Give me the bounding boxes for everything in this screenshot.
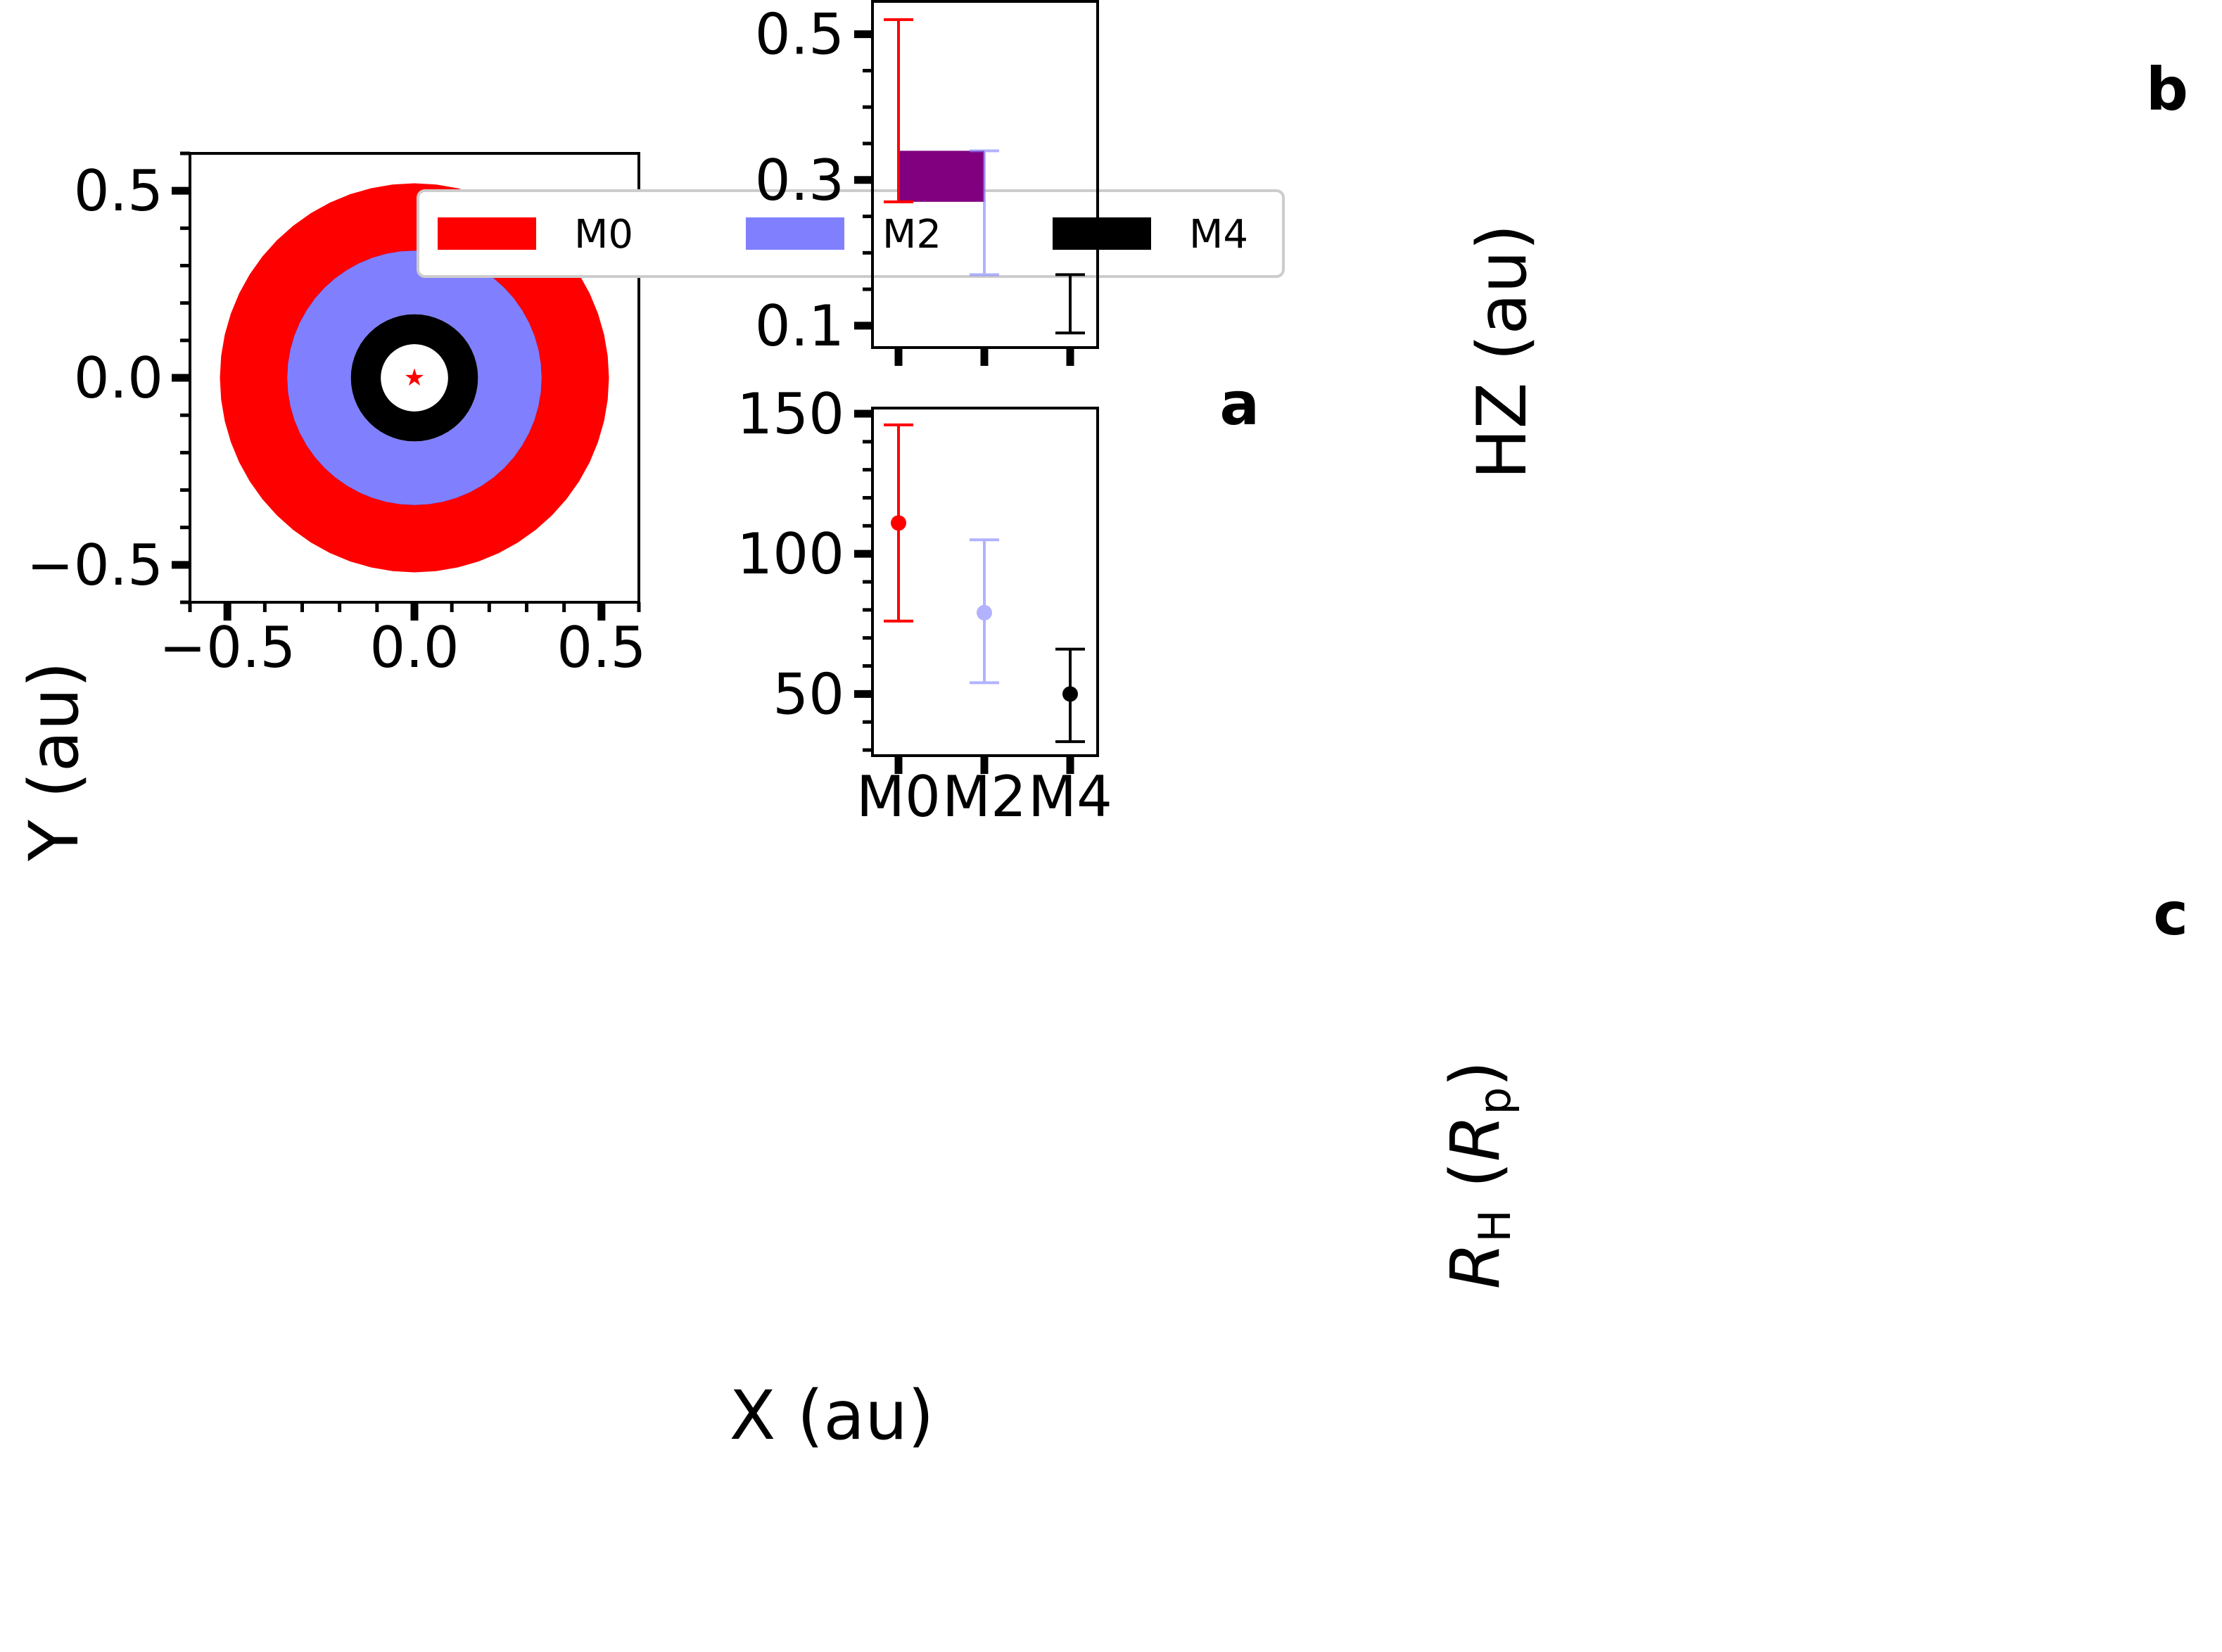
ring-m4 [350,314,478,442]
y-tick-label: 0.1 [755,293,844,359]
panel-b-y-axis-title: HZ (au) [1463,224,1542,479]
point-m0 [884,423,913,623]
panel-c-points [884,423,1085,744]
panel-b-ranges [884,18,1085,335]
data-point [977,604,992,621]
ylabel-space [1436,1188,1515,1210]
legend-label-m0: M0 [574,212,633,258]
panel-c-y-tick-labels: 50 100 150 [737,381,844,727]
panel-a-ticks [172,151,641,621]
ylabel-paren-open: ( [1436,1162,1515,1188]
y-tick-label: −0.5 [27,533,163,598]
ring-m0 [220,183,609,573]
ylabel-r: R [1436,1243,1515,1290]
legend-swatch-m4 [1053,217,1151,250]
panel-b-ticks [854,30,1074,366]
range-m0 [884,18,913,203]
legend-frame [417,189,1285,278]
panel-a-rings [220,183,609,573]
panel-c-x-tick-labels: M0 M2 M4 [856,764,1112,830]
range-m4 [1055,273,1085,335]
panel-b-label: b [2146,55,2188,124]
panel-c-y-axis-title: RH (Rp) [1436,1061,1521,1290]
point-m2 [970,538,999,685]
legend-swatch-m0 [438,217,536,250]
ylabel-unit-r: R [1436,1114,1515,1162]
overlap-bar [899,151,984,202]
panel-a: ★ −0.5 0.0 0.5 0.50.0−0.5 a X (au) Y (au) … [15,151,1285,1455]
data-point [891,515,906,531]
ylabel-h-sub: H [1469,1209,1521,1243]
x-tick-label: 0.5 [557,615,646,680]
panel-a-x-axis-title: X (au) [730,1376,934,1455]
legend-label-m4: M4 [1189,212,1248,258]
star-marker: ★ [404,364,425,392]
x-tick-label: 0.0 [369,615,459,680]
y-tick-label: 100 [737,521,844,587]
x-tick-label: −0.5 [159,615,296,680]
panel-c-label: c [2153,879,2188,948]
legend: M0 M2 M4 [417,189,1285,278]
y-tick-label: 0.0 [74,345,163,411]
panel-a-y-axis-title: Y (au) [15,661,94,862]
y-tick-label: 50 [773,661,844,727]
ylabel-paren-close: ) [1436,1061,1515,1087]
x-tick-label: M4 [1028,764,1112,830]
panel-a-y-tick-labels: 0.5 0.0 −0.5 [27,158,163,598]
panel-a-x-tick-labels: −0.5 0.0 0.5 [159,615,646,680]
panel-c-ticks [854,409,1074,774]
x-tick-label: M0 [856,764,941,830]
panel-b-y-tick-labels: 0.1 0.3 0.5 [755,2,844,359]
data-point [1062,686,1078,702]
y-tick-label: 0.5 [755,2,844,68]
ylabel-p-sub: p [1469,1087,1521,1114]
y-tick-label: 0.3 [755,148,844,213]
panel-b: 0.1 0.3 0.5 b HZ (au) [755,0,2188,480]
panel-a-label: a [1219,369,1259,438]
y-tick-label: 0.5 [74,158,163,224]
legend-swatch-m2 [746,217,844,250]
range-m2 [970,149,999,277]
ring-m2 [287,250,542,505]
y-tick-label: 150 [737,381,844,447]
legend-label-m2: M2 [882,212,941,258]
point-m4 [1055,647,1085,744]
x-tick-label: M2 [942,764,1027,830]
